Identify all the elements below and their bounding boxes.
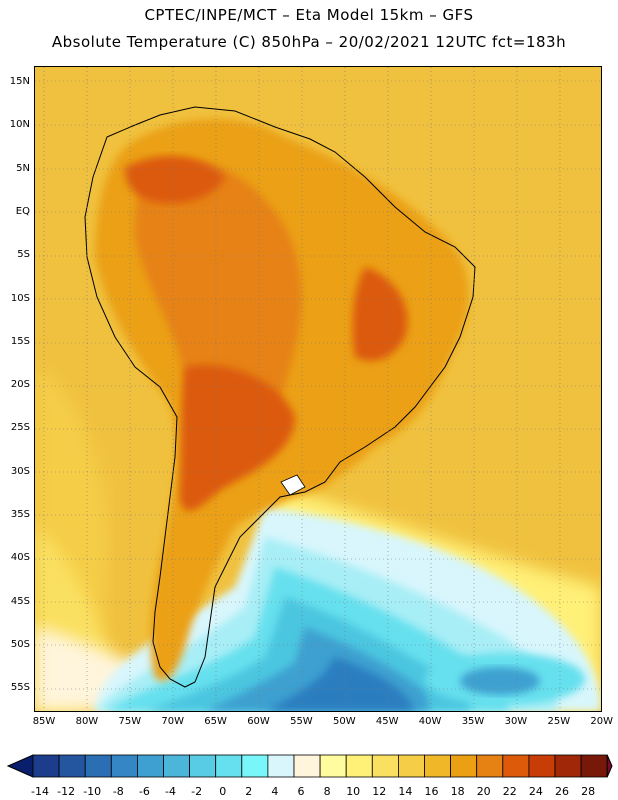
colorbar-swatch [476, 754, 504, 778]
lat-label: 5S [17, 249, 30, 261]
colorbar-label: 20 [476, 785, 491, 798]
colorbar-swatch [215, 754, 243, 778]
lon-label: 65W [204, 716, 227, 727]
colorbar-swatch [424, 754, 452, 778]
colorbar-label: 4 [271, 785, 279, 798]
colorbar-swatch [580, 754, 608, 778]
chart-title-line2: Absolute Temperature (C) 850hPa – 20/02/… [51, 33, 567, 51]
colorbar-label: -14 [31, 785, 49, 798]
lat-label: 5N [16, 162, 30, 174]
colorbar-label: 22 [502, 785, 517, 798]
colorbar-swatch [110, 754, 138, 778]
colorbar-swatch [32, 754, 60, 778]
chart-title-line1: CPTEC/INPE/MCT – Eta Model 15km – GFS [144, 6, 474, 24]
lon-label: 30W [504, 716, 528, 727]
lat-label: 20S [10, 379, 30, 391]
colorbar-right-arrow [606, 754, 613, 778]
colorbar-label: 2 [245, 785, 253, 798]
temperature-map[interactable] [34, 66, 602, 712]
colorbar-swatch [84, 754, 112, 778]
lon-label: 70W [161, 716, 184, 727]
lon-label: 45W [375, 716, 399, 727]
hot-core-north [125, 156, 225, 204]
colorbar-swatch [293, 754, 321, 778]
colorbar-swatch [267, 754, 295, 778]
colorbar-label: 24 [528, 785, 543, 798]
colorbar-swatch [163, 754, 191, 778]
colorbar-swatch [397, 754, 425, 778]
lat-label: 10S [10, 292, 30, 304]
lon-label: 40W [418, 716, 442, 727]
lat-label: 10N [9, 119, 30, 131]
graticule [35, 67, 601, 711]
colorbar-label: 14 [398, 785, 413, 798]
lat-label: 45S [10, 595, 30, 607]
colorbar-label: -6 [138, 785, 150, 798]
colorbar-label: 16 [424, 785, 439, 798]
colorbar-label: 8 [323, 785, 331, 798]
hot-core-south [180, 365, 295, 510]
lat-label: 30S [10, 465, 30, 477]
colorbar-swatch [450, 754, 478, 778]
colorbar-swatch [371, 754, 399, 778]
colorbar-swatch [554, 754, 582, 778]
colorbar-swatch [502, 754, 530, 778]
colorbar-left-arrow [6, 754, 34, 778]
colorbar-label: -8 [112, 785, 124, 798]
colorbar-label: -12 [57, 785, 76, 798]
lon-label: 60W [247, 716, 270, 727]
lon-label: 80W [75, 716, 99, 727]
colorbar-label: 26 [555, 785, 569, 798]
hot-core-brazil-east [352, 267, 408, 361]
cold-core-east-inner [460, 667, 540, 695]
rio-de-la-plata [280, 474, 306, 496]
cold-zone-6 [265, 657, 415, 711]
colorbar-label: -4 [165, 785, 176, 798]
south-america-coastline [84, 106, 476, 688]
colorbar-swatch [528, 754, 556, 778]
lon-label: 75W [118, 716, 142, 727]
colorbar-swatch [58, 754, 86, 778]
lat-label: 50S [10, 638, 30, 650]
lat-label: 35S [10, 509, 30, 520]
lon-label: 35W [461, 716, 485, 727]
colorbar [6, 754, 613, 778]
colorbar-label: -2 [191, 785, 203, 798]
lat-label: EQ [15, 205, 30, 217]
lat-label: 15S [10, 335, 30, 347]
lon-label: 50W [332, 716, 356, 727]
lat-label: 55S [10, 682, 30, 694]
lat-label: 40S [10, 552, 30, 564]
colorbar-label: 10 [346, 785, 361, 798]
colorbar-swatch [345, 754, 373, 778]
colorbar-label: 18 [450, 785, 465, 798]
colorbar-swatch [189, 754, 217, 778]
colorbar-label: 28 [581, 785, 596, 798]
lat-label: 15N [9, 76, 30, 87]
colorbar-label: -10 [83, 785, 102, 798]
lat-label: 25S [10, 422, 30, 434]
lon-label: 25W [547, 716, 571, 727]
lon-label: 85W [32, 716, 56, 727]
lon-label: 55W [290, 716, 313, 727]
colorbar-label: 6 [297, 785, 305, 798]
colorbar-swatch [136, 754, 164, 778]
colorbar-label: 0 [219, 785, 227, 798]
colorbar-swatch [241, 754, 269, 778]
colorbar-label: 12 [372, 785, 387, 798]
lon-label: 20W [590, 716, 613, 727]
colorbar-swatch [319, 754, 347, 778]
